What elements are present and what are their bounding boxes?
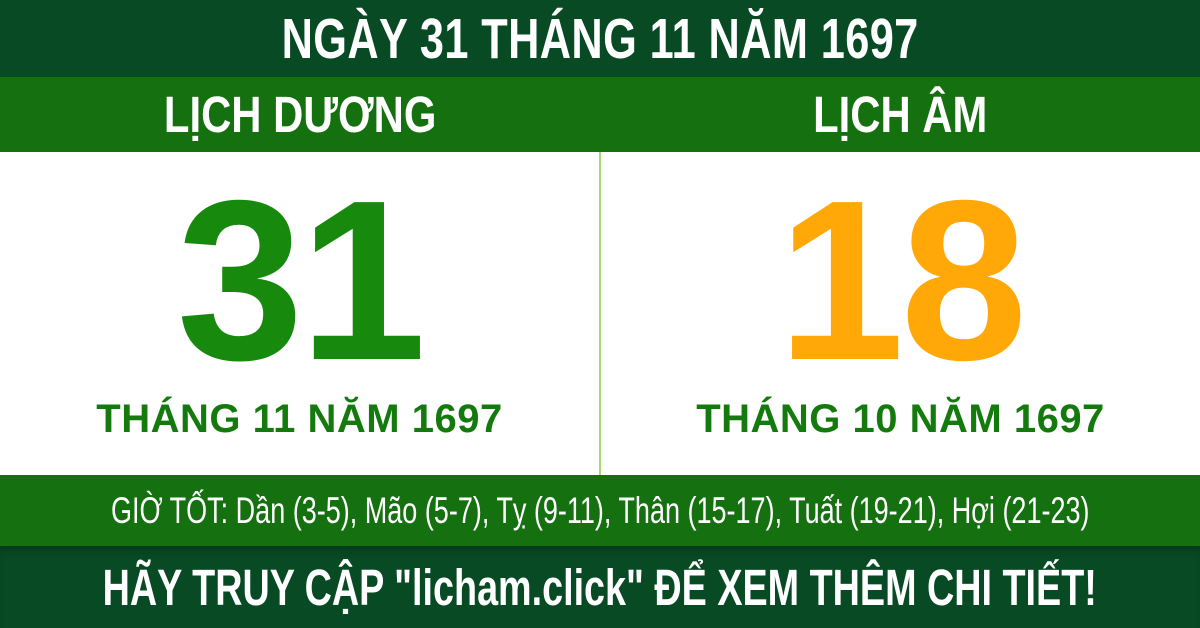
page-title: NGÀY 31 THÁNG 11 NĂM 1697 [281, 6, 919, 71]
lunar-month-year-label: THÁNG 10 NĂM 1697 [696, 397, 1105, 442]
solar-column: 31 THÁNG 11 NĂM 1697 [0, 152, 599, 475]
header-bar: NGÀY 31 THÁNG 11 NĂM 1697 [0, 0, 1200, 77]
solar-day-number: 31 [176, 153, 427, 408]
column-divider [599, 152, 601, 475]
lunar-label-cell: LỊCH ÂM [600, 77, 1200, 152]
lunar-day-number: 18 [777, 153, 1028, 408]
lunar-column: 18 THÁNG 10 NĂM 1697 [601, 152, 1200, 475]
footer-cta-text: HÃY TRUY CẬP "licham.click" ĐỂ XEM THÊM … [102, 558, 1098, 616]
good-hours-text: GIỜ TỐT: Dần (3-5), Mão (5-7), Tỵ (9-11)… [110, 489, 1090, 531]
solar-month-year-label: THÁNG 11 NĂM 1697 [96, 397, 503, 442]
lunar-calendar-label: LỊCH ÂM [812, 86, 988, 143]
calendar-type-band: LỊCH DƯƠNG LỊCH ÂM [0, 77, 1200, 152]
calendar-body: 31 THÁNG 11 NĂM 1697 18 THÁNG 10 NĂM 169… [0, 152, 1200, 475]
good-hours-bar: GIỜ TỐT: Dần (3-5), Mão (5-7), Tỵ (9-11)… [0, 475, 1200, 546]
footer-cta-bar: HÃY TRUY CẬP "licham.click" ĐỂ XEM THÊM … [0, 546, 1200, 628]
solar-label-cell: LỊCH DƯƠNG [0, 77, 600, 152]
solar-calendar-label: LỊCH DƯƠNG [163, 86, 437, 143]
